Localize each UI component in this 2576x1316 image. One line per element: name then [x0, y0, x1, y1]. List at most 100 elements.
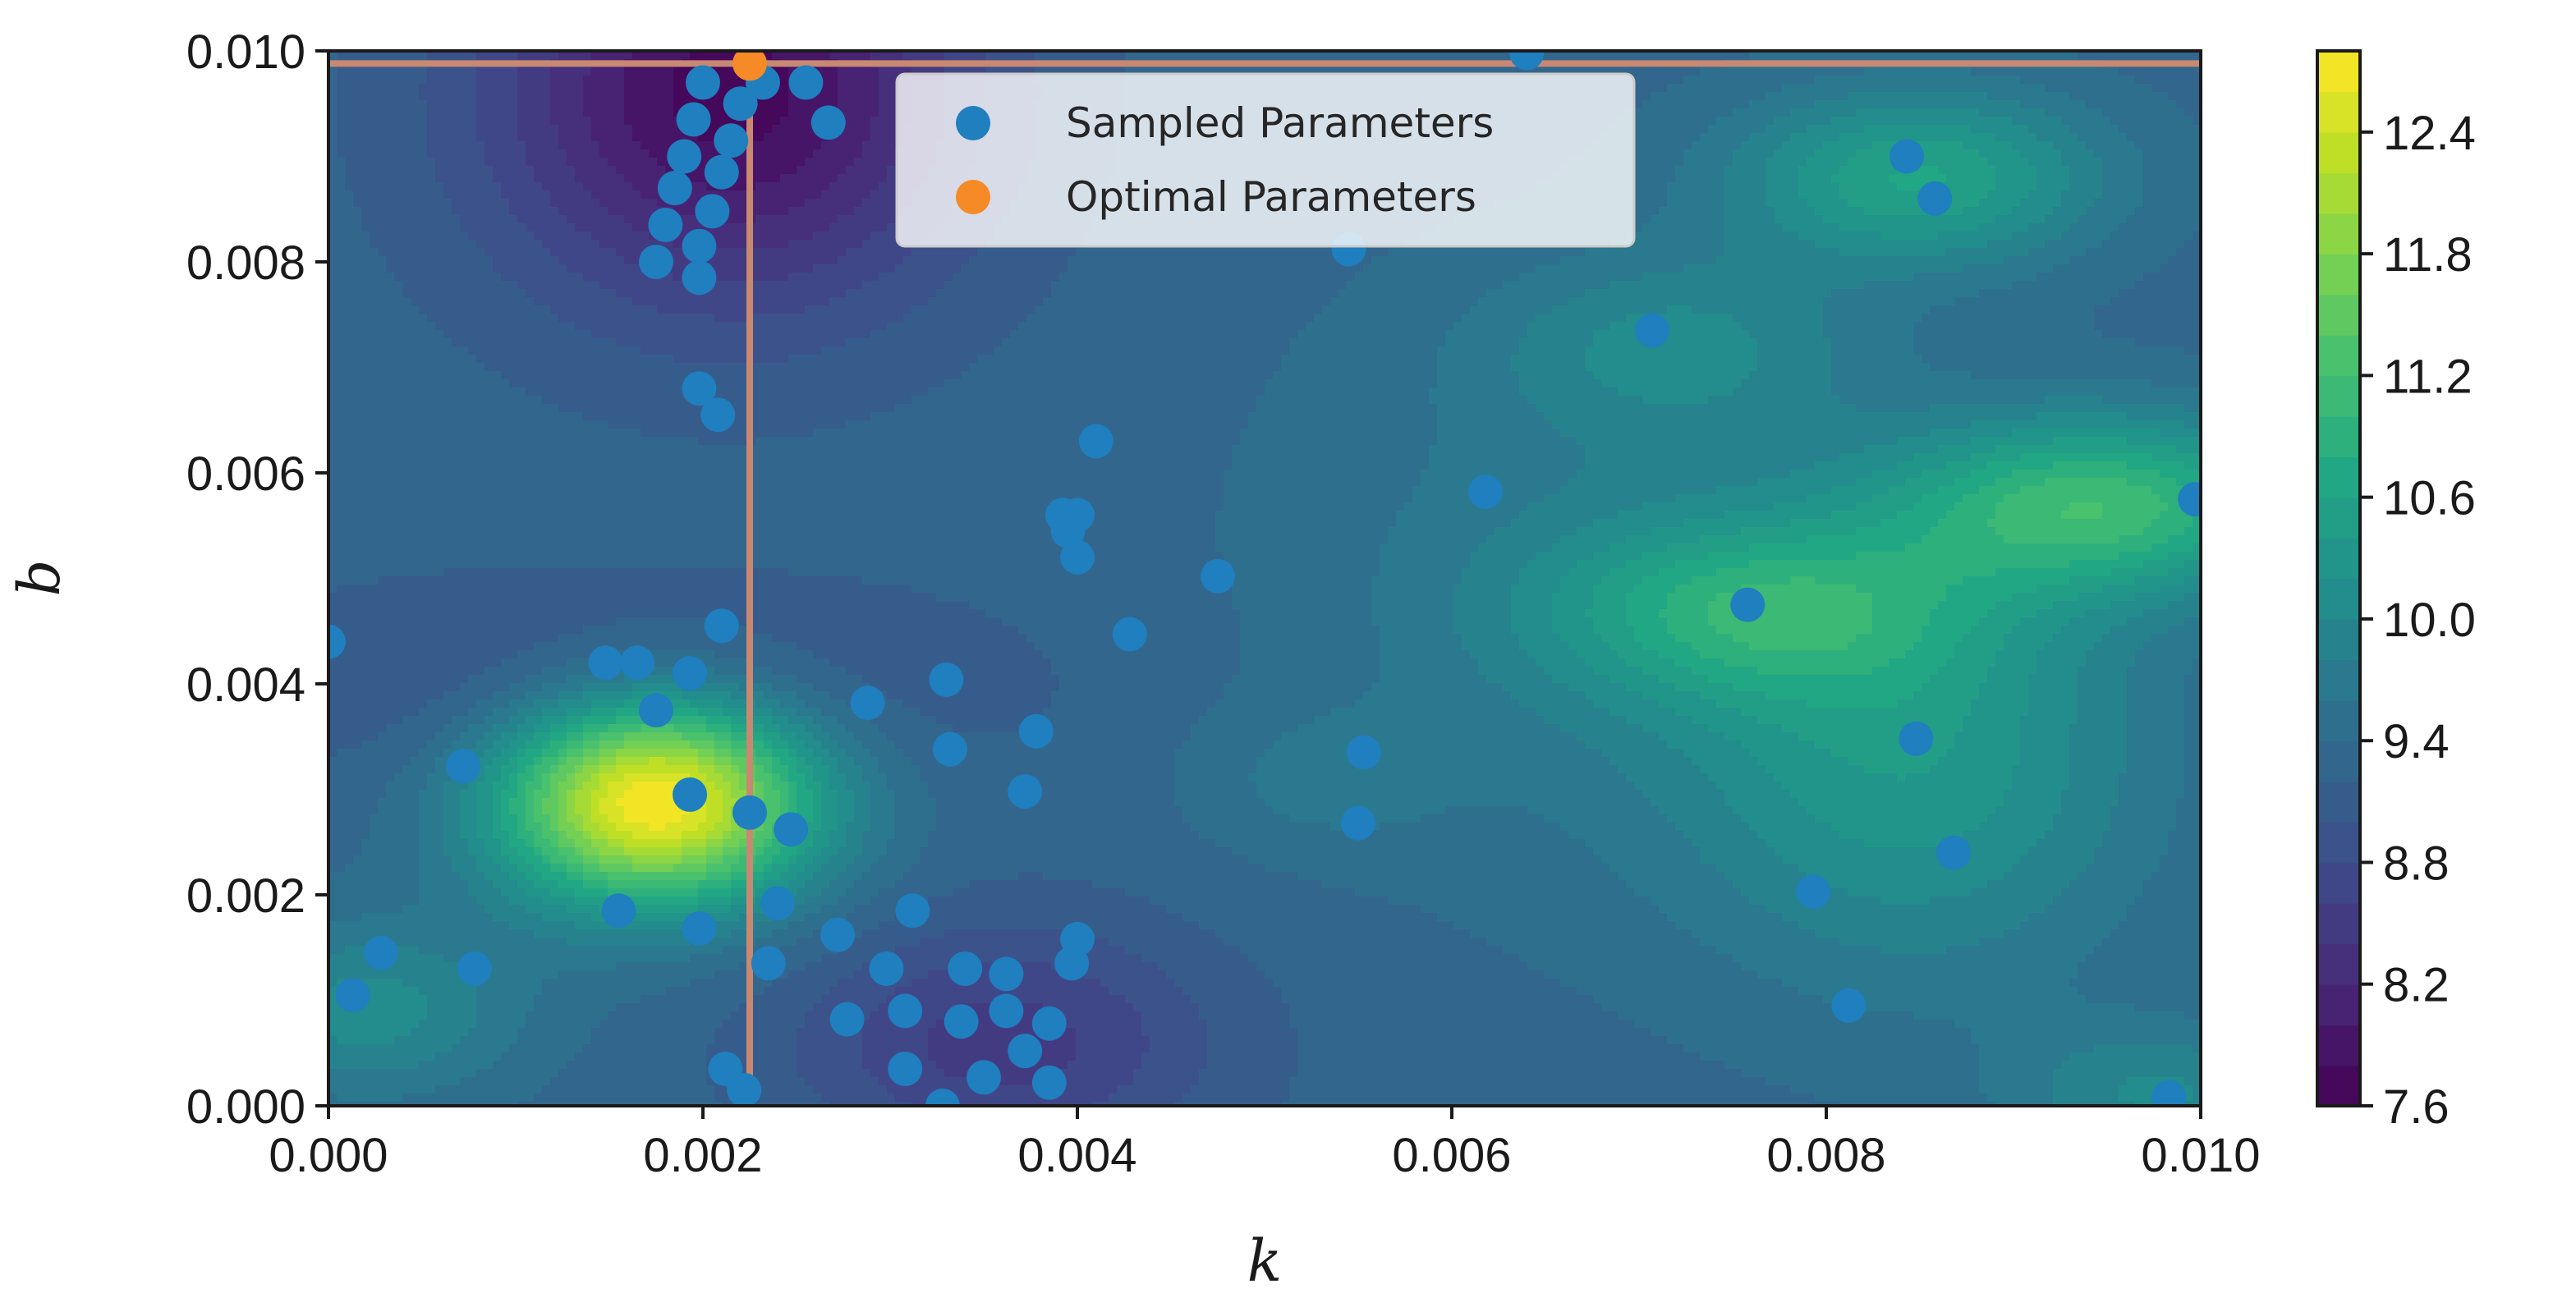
contour-cell — [1946, 92, 1955, 101]
contour-cell — [517, 67, 526, 76]
contour-cell — [2045, 125, 2054, 134]
contour-cell — [862, 108, 871, 117]
contour-cell — [1864, 67, 1873, 76]
contour-cell — [353, 92, 362, 101]
contour-cell — [1807, 125, 1816, 134]
contour-cell — [558, 108, 567, 117]
contour-cell — [1815, 117, 1824, 126]
contour-cell — [1889, 117, 1898, 126]
contour-cell — [624, 76, 633, 85]
contour-cell — [526, 133, 535, 142]
contour-cell — [1889, 67, 1898, 76]
contour-cell — [1897, 92, 1906, 101]
contour-cell — [821, 67, 830, 76]
contour-cell — [509, 100, 518, 109]
contour-cell — [2176, 125, 2185, 134]
contour-cell — [2061, 84, 2070, 93]
contour-cell — [378, 125, 387, 134]
contour-cell — [1930, 117, 1939, 126]
contour-cell — [1741, 92, 1750, 101]
contour-cell — [1683, 76, 1692, 85]
contour-cell — [1897, 108, 1906, 117]
contour-cell — [509, 108, 518, 117]
contour-cell — [1757, 92, 1766, 101]
contour-cell — [2004, 117, 2013, 126]
contour-cell — [665, 76, 674, 85]
contour-cell — [394, 92, 403, 101]
contour-cell — [2160, 67, 2169, 76]
contour-cell — [1651, 92, 1660, 101]
contour-cell — [2012, 67, 2021, 76]
contour-cell — [2086, 108, 2095, 117]
contour-cell — [427, 67, 436, 76]
contour-cell — [2176, 92, 2185, 101]
contour-cell — [1839, 84, 1848, 93]
contour-cell — [641, 117, 650, 126]
contour-cell — [1880, 84, 1890, 93]
contour-cell — [1724, 84, 1733, 93]
contour-cell — [419, 117, 428, 126]
contour-cell — [1963, 100, 1972, 109]
contour-cell — [435, 67, 444, 76]
contour-cell — [484, 67, 494, 76]
contour-cell — [1700, 100, 1709, 109]
contour-cell — [1798, 92, 1807, 101]
contour-cell — [632, 125, 641, 134]
contour-cell — [1692, 67, 1701, 76]
contour-cell — [517, 92, 526, 101]
contour-cell — [665, 67, 674, 76]
contour-cell — [2012, 100, 2021, 109]
contour-cell — [386, 67, 395, 76]
contour-cell — [1642, 100, 1651, 109]
contour-cell — [1741, 117, 1750, 126]
contour-cell — [517, 100, 526, 109]
contour-cell — [550, 76, 559, 85]
contour-cell — [1733, 76, 1742, 85]
contour-cell — [1880, 100, 1890, 109]
contour-cell — [657, 125, 666, 134]
contour-cell — [2061, 125, 2070, 134]
contour-cell — [575, 92, 584, 101]
contour-cell — [1659, 108, 1668, 117]
contour-cell — [443, 108, 452, 117]
contour-cell — [1667, 92, 1676, 101]
contour-cell — [1897, 117, 1906, 126]
contour-cell — [378, 133, 387, 142]
contour-cell — [1987, 92, 1996, 101]
contour-cell — [2184, 125, 2193, 134]
contour-cell — [608, 84, 617, 93]
contour-cell — [1749, 125, 1758, 134]
contour-cell — [1757, 100, 1766, 109]
contour-cell — [370, 117, 379, 126]
contour-cell — [1774, 125, 1783, 134]
contour-cell — [575, 108, 584, 117]
contour-cell — [1987, 125, 1996, 134]
contour-cell — [1683, 100, 1692, 109]
contour-cell — [797, 108, 806, 117]
contour-cell — [534, 92, 543, 101]
contour-cell — [1667, 84, 1676, 93]
contour-cell — [1642, 76, 1651, 85]
contour-cell — [2176, 100, 2185, 109]
contour-cell — [1880, 92, 1890, 101]
contour-cell — [1724, 108, 1733, 117]
contour-cell — [1766, 92, 1775, 101]
contour-cell — [558, 100, 567, 109]
contour-cell — [1839, 67, 1848, 76]
contour-cell — [1872, 125, 1881, 134]
contour-cell — [772, 100, 781, 109]
contour-cell — [1667, 67, 1676, 76]
contour-cell — [394, 100, 403, 109]
contour-cell — [2110, 108, 2119, 117]
contour-cell — [411, 84, 420, 93]
contour-cell — [665, 125, 674, 134]
contour-cell — [337, 67, 346, 76]
contour-cell — [599, 84, 608, 93]
contour-cell — [1766, 117, 1775, 126]
contour-cell — [2045, 76, 2054, 85]
contour-cell — [337, 100, 346, 109]
contour-cell — [2020, 125, 2029, 134]
contour-cell — [1807, 117, 1816, 126]
contour-cell — [1979, 76, 1988, 85]
contour-cell — [2036, 84, 2046, 93]
